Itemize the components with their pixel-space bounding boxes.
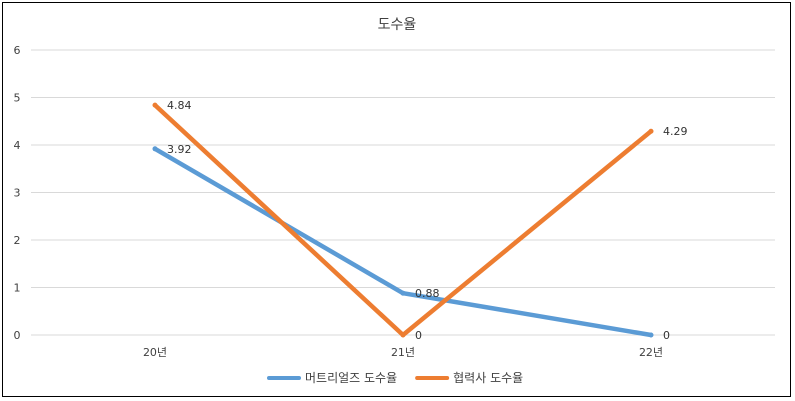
line-chart: 도수율 0 1 2 3 4 5 6 20년 21년 22년 3.92 0.88 0 4.84 0 4.29… [14, 17, 775, 385]
y-tick-label: 0 [14, 329, 21, 342]
y-tick-label: 1 [14, 282, 21, 295]
data-point [400, 290, 406, 296]
y-tick-label: 4 [14, 139, 21, 152]
data-point [152, 146, 158, 152]
y-tick-label: 2 [14, 234, 21, 247]
legend-label: 머트리얼즈 도수율 [305, 371, 397, 385]
data-point [152, 102, 158, 108]
x-axis-ticks: 20년 21년 22년 [143, 346, 663, 359]
legend: 머트리얼즈 도수율 협력사 도수율 [267, 371, 523, 385]
legend-label: 협력사 도수율 [453, 371, 523, 385]
data-labels: 3.92 0.88 0 4.84 0 4.29 [167, 99, 688, 342]
chart-title: 도수율 [378, 17, 417, 33]
y-tick-label: 3 [14, 187, 21, 200]
gridlines [31, 49, 775, 336]
data-label: 0 [415, 329, 422, 342]
data-label: 4.84 [167, 99, 192, 112]
series-line-1 [152, 102, 654, 338]
chart-frame: 도수율 0 1 2 3 4 5 6 20년 21년 22년 3.92 0.88 0 4.84 0 4.29… [2, 2, 791, 397]
data-label: 0.88 [415, 287, 440, 300]
x-tick-label: 22년 [639, 346, 663, 359]
x-tick-label: 21년 [391, 346, 415, 359]
x-tick-label: 20년 [143, 346, 167, 359]
data-point [648, 128, 654, 134]
data-label: 0 [663, 329, 670, 342]
y-tick-label: 5 [14, 92, 21, 105]
data-point [400, 332, 406, 338]
y-axis-ticks: 0 1 2 3 4 5 6 [14, 44, 21, 342]
data-label: 3.92 [167, 143, 192, 156]
data-label: 4.29 [663, 125, 688, 138]
y-tick-label: 6 [14, 44, 21, 57]
series-lines [152, 102, 654, 338]
data-point [648, 332, 654, 338]
